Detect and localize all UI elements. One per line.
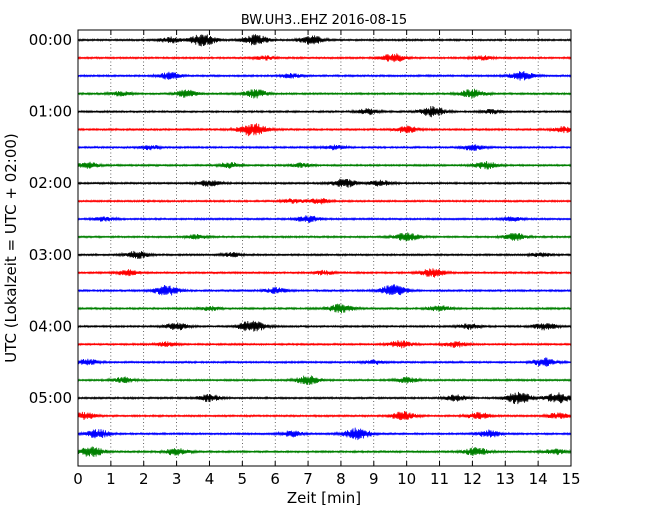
plot-frame (77, 29, 572, 467)
x-tick-label: 12 (463, 470, 482, 488)
seismic-trace (77, 71, 572, 81)
y-tick-label: 05:00 (29, 389, 72, 407)
x-tick-label: 2 (139, 470, 149, 488)
x-tick-label: 4 (205, 470, 215, 488)
x-tick-label: 10 (397, 470, 416, 488)
seismic-trace (77, 284, 572, 296)
x-tick-label: 0 (73, 470, 83, 488)
chart-title: BW.UH3..EHZ 2016-08-15 (241, 13, 407, 28)
x-tick-label: 3 (172, 470, 182, 488)
trace-layer (77, 34, 572, 458)
x-tick-label: 1 (106, 470, 116, 488)
x-axis-label: Zeit [min] (287, 489, 361, 507)
x-tick-label: 8 (336, 470, 346, 488)
x-tick-label: 14 (529, 470, 548, 488)
y-tick-label: 03:00 (29, 246, 72, 264)
x-tick-label: 7 (303, 470, 313, 488)
x-tick-label: 15 (561, 470, 580, 488)
y-tick-label: 01:00 (29, 103, 72, 121)
y-tick-label: 02:00 (29, 174, 72, 192)
y-tick-label: 00:00 (29, 31, 72, 49)
x-tick-label: 5 (238, 470, 248, 488)
seismic-trace (77, 144, 572, 151)
x-axis: 0 1 2 3 4 5 6 7 8 9 10 11 12 13 14 15 (73, 30, 581, 488)
x-tick-label: 11 (430, 470, 449, 488)
x-tick-label: 9 (369, 470, 379, 488)
x-tick-label: 6 (270, 470, 280, 488)
y-axis-label: UTC (Lokalzeit = UTC + 02:00) (2, 133, 20, 363)
y-tick-label: 04:00 (29, 317, 72, 335)
x-tick-label: 13 (496, 470, 515, 488)
y-axis: 00:00 01:00 02:00 03:00 04:00 05:00 (29, 31, 571, 407)
